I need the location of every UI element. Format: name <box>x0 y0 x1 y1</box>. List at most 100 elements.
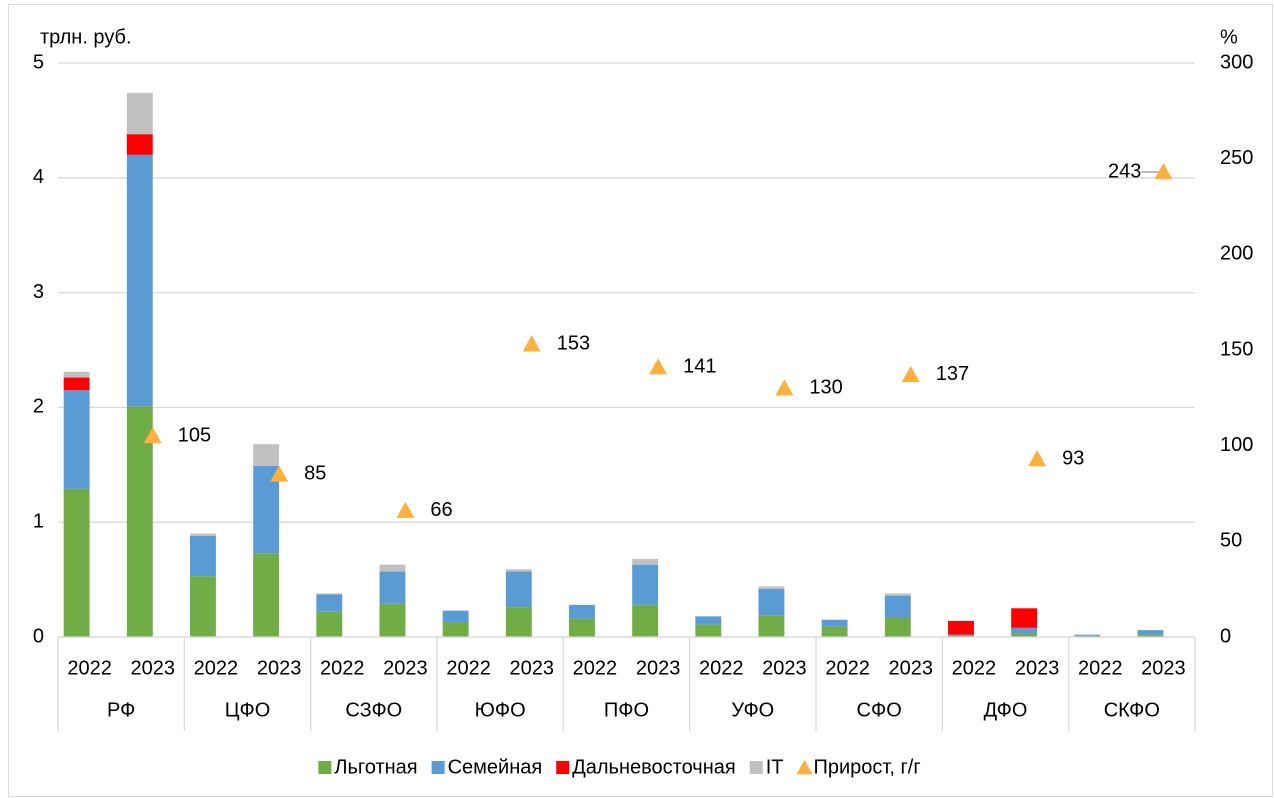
y-tick-label: 4 <box>33 166 44 188</box>
bar-segment <box>63 390 90 489</box>
bar-segment <box>316 594 343 612</box>
bar-segment <box>505 569 532 572</box>
data-label: 105 <box>178 424 211 446</box>
x-tick-label: 2023 <box>383 657 428 679</box>
bar-segment <box>379 603 406 637</box>
bar-segment <box>505 607 532 637</box>
group-label: СКФО <box>1104 699 1160 721</box>
y-tick-label: 2 <box>33 396 44 418</box>
y-tick-label: 3 <box>33 281 44 303</box>
data-label: 93 <box>1062 447 1084 469</box>
bar-segment <box>253 553 280 637</box>
bar-segment <box>126 134 153 155</box>
x-tick-label: 2023 <box>510 657 555 679</box>
bar-segment <box>884 595 911 618</box>
x-tick-label: 2023 <box>131 657 176 679</box>
bar-segment <box>569 618 595 637</box>
bar-segment <box>63 371 90 378</box>
group-label: ЮФО <box>475 699 526 721</box>
bar-segment <box>126 406 153 637</box>
group-label: УФО <box>731 699 774 721</box>
chart-border <box>8 4 1273 797</box>
y-axis-label: трлн. руб. <box>40 26 132 48</box>
y2-tick-label: 200 <box>1220 243 1253 265</box>
group-label: ДФО <box>984 699 1028 721</box>
group-label: ЦФО <box>225 699 271 721</box>
bar-segment <box>1011 627 1038 634</box>
y2-tick-label: 100 <box>1220 434 1253 456</box>
y2-tick-label: 50 <box>1220 530 1242 552</box>
bar-segment <box>190 576 216 637</box>
growth-marker <box>270 465 289 482</box>
legend-marker <box>318 761 332 774</box>
data-label: 137 <box>936 363 969 385</box>
bar-segment <box>379 564 406 572</box>
bar-segment <box>632 558 659 565</box>
legend-marker <box>796 760 813 775</box>
x-tick-label: 2022 <box>1078 657 1123 679</box>
legend-marker <box>556 761 570 774</box>
bar-segment <box>758 588 785 616</box>
y2-tick-label: 150 <box>1220 338 1253 360</box>
bar-segment <box>63 488 90 637</box>
bar-segment <box>632 564 659 605</box>
y2-tick-label: 0 <box>1220 625 1231 647</box>
bar-segment <box>316 611 343 637</box>
bar-segment <box>948 634 974 636</box>
data-label: 153 <box>557 333 590 355</box>
bar-segment <box>758 615 785 637</box>
legend-label: Дальневосточная <box>572 756 736 778</box>
x-tick-label: 2022 <box>573 657 618 679</box>
legend-marker <box>749 761 763 774</box>
x-tick-label: 2022 <box>825 657 870 679</box>
bar-segment <box>379 571 406 604</box>
bar-segment <box>253 444 280 466</box>
group-label: СФО <box>857 699 902 721</box>
growth-marker <box>1154 163 1173 180</box>
bar-segment <box>442 610 469 623</box>
x-tick-label: 2022 <box>699 657 744 679</box>
bar-segment <box>569 604 595 619</box>
group-label: СЗФО <box>345 699 402 721</box>
legend-label: Прирост, г/г <box>814 756 921 778</box>
bar-segment <box>1074 634 1101 636</box>
x-tick-label: 2023 <box>762 657 807 679</box>
x-tick-label: 2023 <box>636 657 681 679</box>
data-label: 66 <box>430 499 452 521</box>
bar-segment <box>316 593 343 595</box>
legend-label: Семейная <box>448 756 543 778</box>
y-tick-label: 5 <box>33 51 44 73</box>
bar-segment <box>442 622 469 637</box>
y-tick-label: 1 <box>33 510 44 532</box>
growth-marker <box>1028 450 1047 467</box>
legend-label: IT <box>766 756 784 778</box>
y2-tick-label: 250 <box>1220 147 1253 169</box>
legend-label: Льготная <box>334 756 417 778</box>
x-tick-label: 2022 <box>446 657 491 679</box>
bar-segment <box>1137 630 1164 635</box>
data-label: 243 <box>1108 160 1141 182</box>
x-tick-label: 2022 <box>320 657 365 679</box>
bar-segment <box>505 571 532 608</box>
x-tick-label: 2022 <box>67 657 112 679</box>
bar-segment <box>758 586 785 589</box>
bar-segment <box>695 616 722 625</box>
data-label: 130 <box>809 377 842 399</box>
bar-segment <box>126 154 153 407</box>
bar-segment <box>63 377 90 391</box>
y2-tick-label: 300 <box>1220 51 1253 73</box>
bar-segment <box>632 604 659 637</box>
bar-segment <box>1011 608 1038 628</box>
x-tick-label: 2023 <box>1015 657 1060 679</box>
legend-marker <box>431 761 445 774</box>
data-label: 141 <box>683 356 716 378</box>
x-tick-label: 2023 <box>1141 657 1186 679</box>
x-tick-label: 2023 <box>889 657 934 679</box>
growth-marker <box>775 379 794 396</box>
x-tick-label: 2023 <box>257 657 302 679</box>
bar-segment <box>821 626 848 637</box>
data-label: 85 <box>304 463 326 485</box>
bar-segment <box>695 624 722 637</box>
bar-segment <box>1137 634 1164 637</box>
